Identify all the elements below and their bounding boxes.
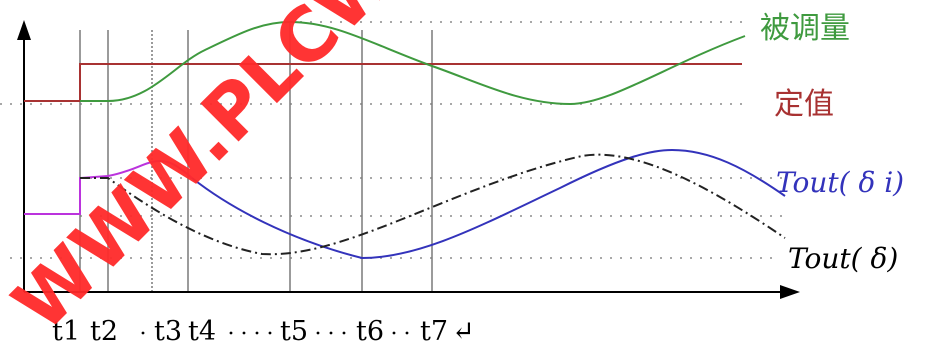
separator-dot <box>316 331 320 335</box>
time-label-t6: t6 <box>356 316 384 347</box>
separator-dot <box>141 331 145 335</box>
axes <box>23 36 788 293</box>
tout-delta-i-curve <box>191 148 786 260</box>
tout-delta-label: Tout( δ) <box>788 242 898 275</box>
time-label-t1: t1 <box>52 316 80 347</box>
separator-dot <box>255 331 259 335</box>
controlled-variable-label: 被调量 <box>760 11 850 46</box>
separator-dot <box>229 331 233 335</box>
separator-dot <box>405 331 409 335</box>
grid-lines <box>0 21 790 259</box>
separator-dot <box>242 331 246 335</box>
separator-dot <box>268 331 272 335</box>
separator-dots <box>141 331 409 335</box>
tout-delta-curve <box>80 153 786 256</box>
time-label-t2: t2 <box>90 316 118 347</box>
controlled-variable-curve <box>80 20 746 106</box>
separator-dot <box>392 331 396 335</box>
time-mark-labels: t1 t2 t3 t4 t5 t6 t7 ↵ <box>52 316 475 347</box>
separator-dot <box>342 331 346 335</box>
time-label-t5: t5 <box>280 316 308 347</box>
setpoint-curve <box>24 63 742 102</box>
time-label-t4: t4 <box>188 316 216 347</box>
watermark: WWW.PLCWORLD <box>0 0 576 348</box>
setpoint-label: 定值 <box>774 87 834 122</box>
x-axis-arrow-icon <box>780 285 800 299</box>
return-mark-icon: ↵ <box>452 316 475 347</box>
tout-delta-i-curve-early <box>24 160 193 215</box>
time-label-t3: t3 <box>154 316 182 347</box>
tout-delta-i-label: Tout( δ i) <box>776 166 904 199</box>
time-label-t7: t7 <box>420 316 448 347</box>
separator-dot <box>329 331 333 335</box>
y-axis-arrow-icon <box>17 20 31 40</box>
